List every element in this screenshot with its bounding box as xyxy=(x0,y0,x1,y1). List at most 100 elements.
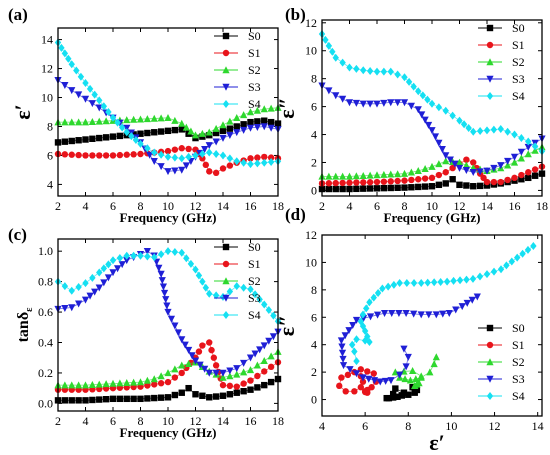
data-point xyxy=(89,273,96,282)
data-point xyxy=(421,164,429,172)
data-point xyxy=(345,327,353,335)
data-point xyxy=(178,361,186,369)
data-point xyxy=(205,128,213,136)
data-point xyxy=(256,346,264,354)
legend-marker xyxy=(222,100,230,108)
data-point xyxy=(114,118,121,127)
data-point xyxy=(504,176,511,184)
data-point xyxy=(188,352,196,360)
legend-label-S0: S0 xyxy=(512,321,525,335)
data-point xyxy=(337,337,346,345)
data-point xyxy=(219,373,227,381)
data-point xyxy=(137,395,144,403)
data-point xyxy=(104,274,113,282)
data-point xyxy=(325,180,333,187)
data-point xyxy=(254,118,261,125)
data-point xyxy=(405,77,413,86)
data-point xyxy=(89,152,96,159)
data-point xyxy=(123,379,131,387)
y-tick-label: 0.6 xyxy=(38,305,53,319)
data-point xyxy=(219,134,227,142)
data-point xyxy=(388,309,396,317)
data-point xyxy=(157,114,165,122)
data-point xyxy=(345,172,354,180)
x-axis-label: Frequency (GHz) xyxy=(120,210,217,225)
data-point xyxy=(449,111,456,120)
data-point xyxy=(130,395,137,403)
x-axis-label: ε′ xyxy=(429,430,445,455)
legend: S0 S1 S2 S3 S4 xyxy=(478,21,525,103)
data-point xyxy=(376,378,384,386)
x-tick-label: 4 xyxy=(83,414,89,428)
data-point xyxy=(332,179,339,187)
data-point xyxy=(251,350,259,358)
data-point xyxy=(435,181,443,189)
data-point xyxy=(348,340,356,349)
data-point xyxy=(428,174,436,182)
y-tick-label: 8 xyxy=(311,283,317,297)
series-S4 xyxy=(348,241,537,366)
y-tick-label: 12 xyxy=(305,16,317,30)
data-point xyxy=(89,135,96,142)
data-point xyxy=(373,67,381,76)
plot-frame xyxy=(57,238,279,412)
data-point xyxy=(73,66,80,75)
data-point xyxy=(339,58,346,67)
data-point xyxy=(401,177,408,184)
legend-marker xyxy=(486,58,494,66)
panel-label: (d) xyxy=(285,205,306,224)
data-point xyxy=(75,137,82,144)
data-point xyxy=(61,305,69,313)
data-point xyxy=(75,151,82,159)
x-tick-label: 4 xyxy=(347,199,353,213)
data-point xyxy=(366,185,374,192)
data-point xyxy=(267,124,275,132)
data-point xyxy=(247,118,254,126)
x-tick-label: 6 xyxy=(362,419,368,433)
data-point xyxy=(338,343,346,351)
data-point xyxy=(157,380,165,387)
data-point xyxy=(137,139,144,148)
data-point xyxy=(240,158,247,167)
data-point xyxy=(346,179,353,186)
data-point xyxy=(425,311,433,319)
data-point xyxy=(364,368,371,375)
data-point xyxy=(332,53,339,62)
data-point xyxy=(401,73,408,82)
data-point xyxy=(116,132,124,140)
data-point xyxy=(171,116,179,124)
data-point xyxy=(178,126,185,133)
y-tick-label: 6 xyxy=(311,100,317,114)
data-point xyxy=(339,355,347,363)
data-point xyxy=(247,160,254,169)
data-point xyxy=(497,124,504,133)
data-point xyxy=(88,100,96,108)
data-point xyxy=(261,381,268,389)
data-point xyxy=(373,178,381,186)
y-tick-label: 4 xyxy=(47,177,53,191)
data-point xyxy=(86,292,94,300)
data-point xyxy=(490,125,498,134)
data-point xyxy=(359,374,367,382)
data-point xyxy=(96,134,103,142)
data-point xyxy=(456,276,464,285)
data-point xyxy=(233,370,241,378)
data-point xyxy=(524,150,532,158)
data-point xyxy=(400,169,409,177)
legend-marker xyxy=(486,358,494,366)
data-point xyxy=(518,134,525,143)
data-point xyxy=(233,383,240,390)
data-point xyxy=(178,369,185,377)
data-point xyxy=(410,278,418,287)
data-point xyxy=(360,185,367,192)
data-point xyxy=(246,124,255,132)
x-tick-label: 12 xyxy=(190,199,202,213)
data-point xyxy=(81,118,90,126)
data-point xyxy=(408,176,415,184)
legend-label-S1: S1 xyxy=(248,46,261,60)
data-point xyxy=(415,379,423,387)
data-point xyxy=(260,356,268,364)
data-point xyxy=(415,87,422,96)
data-point xyxy=(396,278,403,287)
data-point xyxy=(439,310,447,318)
